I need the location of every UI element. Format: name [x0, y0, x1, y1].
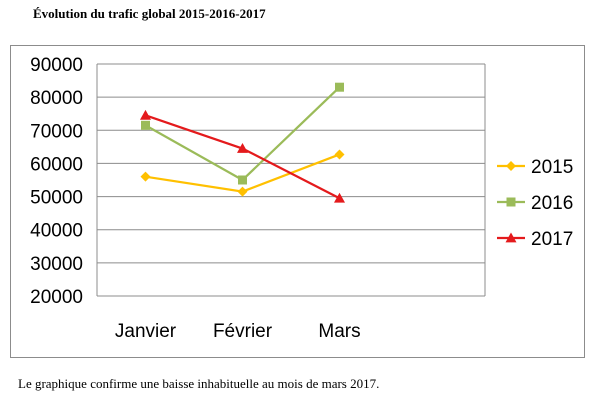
data-point-2017 [334, 192, 345, 203]
y-axis-tick-labels: 20000 30000 40000 50000 60000 70000 80000 90000 [30, 55, 83, 308]
series-line-2017 [145, 114, 341, 200]
y-tick-label: 30000 [30, 254, 83, 275]
y-tick-label: 90000 [30, 55, 83, 76]
y-tick-label: 60000 [30, 154, 83, 175]
chart-series [140, 82, 345, 203]
y-tick-label: 70000 [30, 121, 83, 142]
data-point-2015 [334, 149, 345, 160]
series-2017 [140, 109, 345, 203]
legend-label: 2015 [531, 157, 573, 178]
series-line-2015 [145, 153, 340, 193]
y-tick-label: 40000 [30, 221, 83, 242]
data-point-2015 [140, 171, 151, 182]
data-point-2015 [237, 186, 248, 197]
x-tick-label: Février [213, 321, 273, 342]
data-point-2016 [141, 120, 150, 130]
chart-legend: 2015 2016 2017 [497, 157, 573, 250]
legend-item-2017: 2017 [497, 229, 573, 250]
chart-caption: Le graphique confirme une baisse inhabit… [18, 376, 380, 391]
y-tick-label: 80000 [30, 88, 83, 109]
legend-marker [505, 232, 517, 243]
x-tick-label: Mars [318, 321, 360, 342]
legend-label: 2016 [531, 193, 573, 214]
data-point-2017 [140, 109, 151, 120]
x-axis-tick-labels: Janvier Février Mars [115, 321, 361, 342]
chart-gridlines [96, 63, 486, 297]
y-tick-label: 50000 [30, 188, 83, 209]
legend-label: 2017 [531, 229, 573, 250]
data-point-2016 [335, 82, 344, 92]
y-tick-label: 20000 [30, 287, 83, 308]
legend-item-2015: 2015 [497, 157, 573, 178]
data-point-2017 [237, 143, 248, 153]
legend-marker [506, 197, 516, 207]
legend-marker [506, 161, 516, 171]
data-point-2016 [238, 175, 247, 185]
series-2015 [140, 149, 345, 197]
series-2016 [141, 82, 344, 185]
x-tick-label: Janvier [115, 321, 177, 342]
page-title: Évolution du trafic global 2015-2016-201… [33, 6, 266, 21]
legend-item-2016: 2016 [497, 193, 573, 214]
